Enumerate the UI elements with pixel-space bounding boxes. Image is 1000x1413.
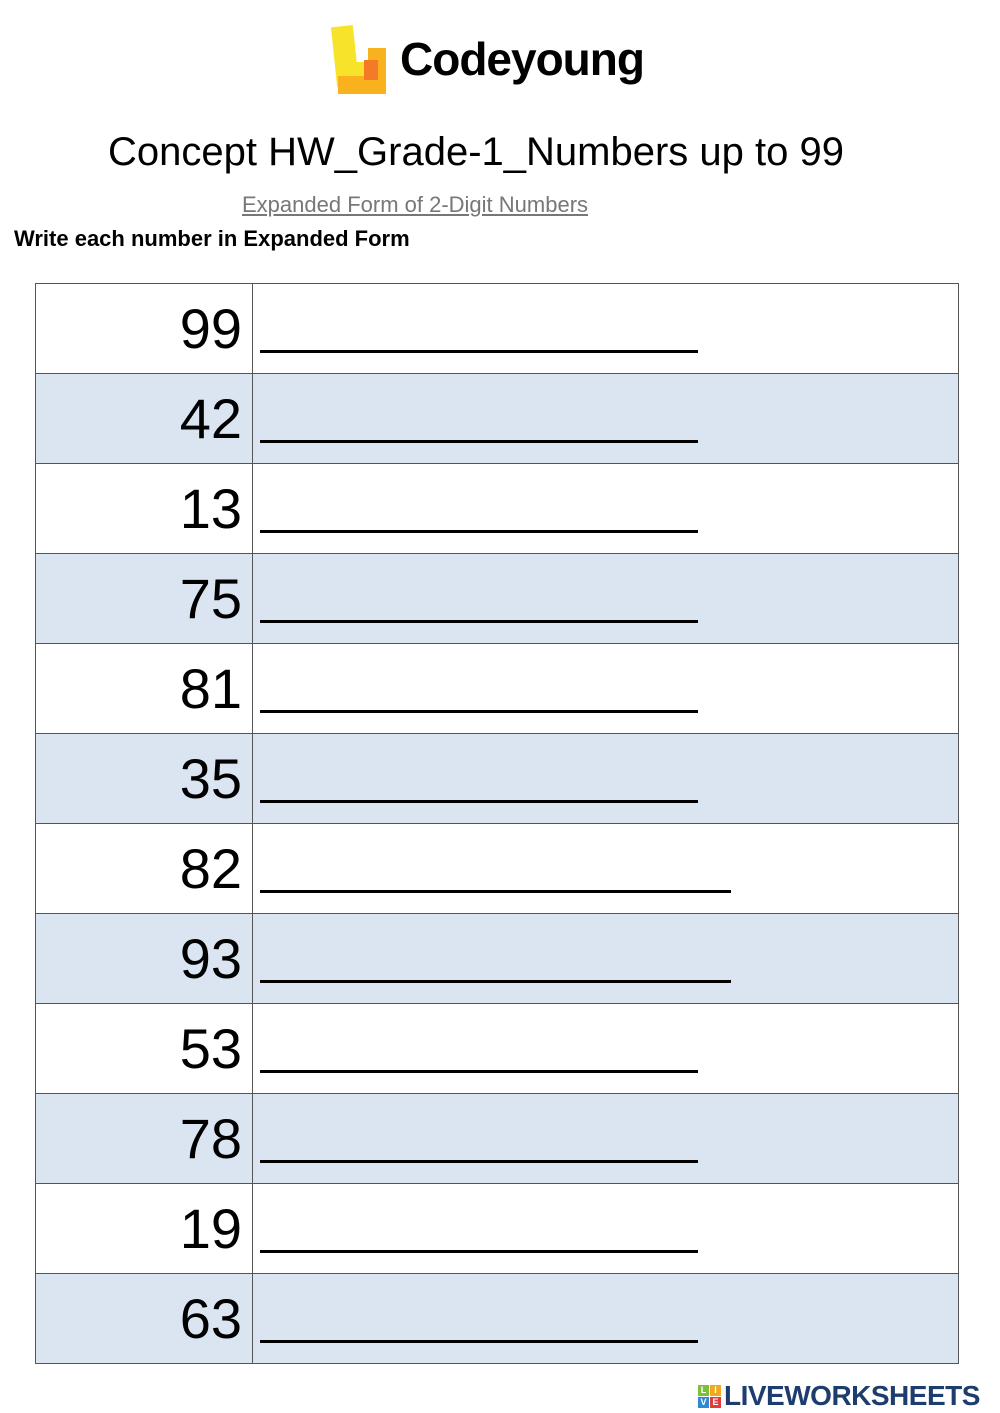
worksheet-table: 99 42 13 75 81 35 82 93 53 78 19 63 (35, 283, 959, 1364)
table-row: 75 (35, 553, 959, 644)
badge-letter: I (710, 1384, 721, 1396)
number-cell: 63 (35, 1273, 253, 1364)
number-cell: 13 (35, 463, 253, 554)
logo-text: Codeyoung (400, 33, 645, 85)
answer-cell (252, 283, 959, 374)
table-row: 42 (35, 373, 959, 464)
badge-letter: V (698, 1396, 709, 1408)
answer-line[interactable] (260, 1250, 698, 1253)
answer-line[interactable] (260, 620, 698, 623)
answer-cell (252, 1003, 959, 1094)
answer-cell (252, 1093, 959, 1184)
answer-line[interactable] (260, 890, 731, 893)
instruction: Write each number in Expanded Form (14, 226, 410, 251)
answer-line[interactable] (260, 710, 698, 713)
liveworksheets-logo: L I V E LIVEWORKSHEETS (698, 1380, 980, 1412)
number-cell: 75 (35, 553, 253, 644)
answer-cell (252, 823, 959, 914)
answer-line[interactable] (260, 980, 731, 983)
answer-cell (252, 373, 959, 464)
number-cell: 82 (35, 823, 253, 914)
answer-cell (252, 1183, 959, 1274)
number-cell: 93 (35, 913, 253, 1004)
table-row: 93 (35, 913, 959, 1004)
subtitle: Expanded Form of 2-Digit Numbers (242, 192, 589, 217)
number-cell: 99 (35, 283, 253, 374)
answer-line[interactable] (260, 440, 698, 443)
answer-cell (252, 913, 959, 1004)
number-cell: 35 (35, 733, 253, 824)
answer-line[interactable] (260, 1340, 698, 1343)
answer-line[interactable] (260, 1160, 698, 1163)
answer-cell (252, 463, 959, 554)
answer-line[interactable] (260, 1070, 698, 1073)
brand-text: LIVEWORKSHEETS (724, 1380, 980, 1411)
table-row: 63 (35, 1273, 959, 1364)
number-cell: 19 (35, 1183, 253, 1274)
table-row: 78 (35, 1093, 959, 1184)
table-row: 13 (35, 463, 959, 554)
answer-cell (252, 1273, 959, 1364)
number-cell: 81 (35, 643, 253, 734)
badge-letter: E (710, 1396, 721, 1408)
table-row: 82 (35, 823, 959, 914)
answer-cell (252, 733, 959, 824)
table-row: 81 (35, 643, 959, 734)
table-row: 19 (35, 1183, 959, 1274)
number-cell: 78 (35, 1093, 253, 1184)
live-badge-icon: L I V E (698, 1384, 721, 1408)
codeyoung-logo: Codeyoung (330, 24, 672, 104)
answer-line[interactable] (260, 350, 698, 353)
answer-line[interactable] (260, 530, 698, 533)
table-row: 99 (35, 283, 959, 374)
badge-letter: L (698, 1384, 709, 1396)
number-cell: 42 (35, 373, 253, 464)
answer-cell (252, 643, 959, 734)
number-cell: 53 (35, 1003, 253, 1094)
answer-cell (252, 553, 959, 644)
logo-shape (364, 60, 378, 80)
answer-line[interactable] (260, 800, 698, 803)
table-row: 35 (35, 733, 959, 824)
table-row: 53 (35, 1003, 959, 1094)
page-title: Concept HW_Grade-1_Numbers up to 99 (108, 130, 844, 174)
